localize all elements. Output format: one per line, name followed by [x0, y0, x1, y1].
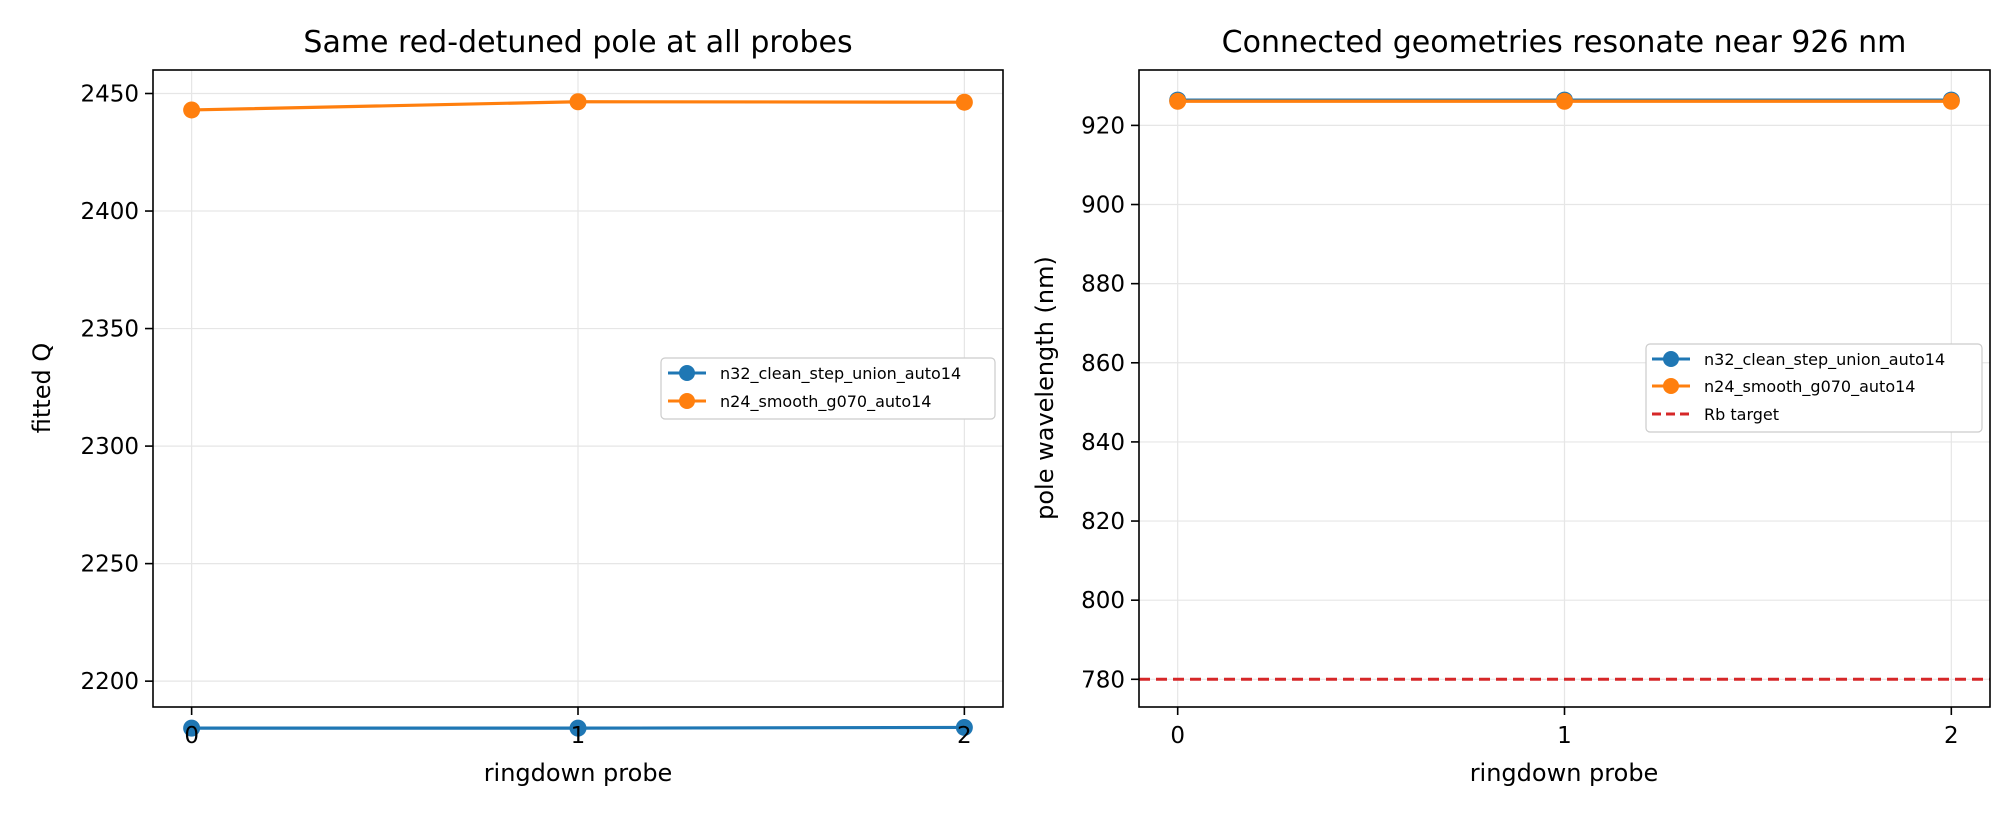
right-legend-label-2: Rb target: [1704, 405, 1779, 424]
left-legend-box: [660, 357, 996, 420]
right-xlabel: ringdown probe: [1470, 759, 1659, 787]
right-xtick-label: 0: [1170, 723, 1185, 749]
right-ytick-label: 840: [1081, 430, 1125, 456]
right-legend-label-0: n32_clean_step_union_auto14: [1704, 350, 1945, 370]
left-legend-entry: n24_smooth_g070_auto14: [668, 392, 931, 412]
right-legend-marker-0: [1663, 351, 1679, 367]
left-ytick-label: 2200: [80, 669, 139, 695]
right-ytick-label: 860: [1081, 351, 1125, 377]
left-legend-label-1: n24_smooth_g070_auto14: [720, 392, 931, 412]
right-series: [1139, 91, 1990, 681]
right-legend-entry: Rb target: [1652, 405, 1779, 424]
left-legend-marker-0: [679, 365, 695, 381]
left-series: [183, 93, 973, 737]
right-legend-entry: n24_smooth_g070_auto14: [1652, 377, 1915, 397]
right-ytick-label: 800: [1081, 588, 1125, 614]
right-legend: n32_clean_step_union_auto14 n24_smooth_g…: [1645, 343, 1983, 433]
right-ytick-label: 820: [1081, 509, 1125, 535]
left-legend-label-0: n32_clean_step_union_auto14: [720, 364, 961, 384]
left-ytick-label: 2250: [80, 552, 139, 578]
left-xtick-label: 0: [184, 723, 199, 749]
left-series-point-1: [569, 93, 587, 111]
left-xtick-label: 1: [571, 723, 586, 749]
right-ytick-label: 900: [1081, 193, 1125, 219]
left-series-point-0: [955, 718, 973, 736]
left-series-point-0: [569, 719, 587, 737]
left-ytick-label: 2350: [80, 317, 139, 343]
right-xtick-label: 2: [1944, 723, 1959, 749]
left-ytick-label: 2300: [80, 434, 139, 460]
right-ytick-label: 920: [1081, 113, 1125, 139]
chart-right: 0 1 2 780 800 820 840 860 880 900 920 Connected ge…: [1031, 25, 1991, 787]
left-title: Same red-detuned pole at all probes: [303, 25, 852, 60]
left-xlabel: ringdown probe: [484, 759, 673, 787]
right-series-point-1: [1169, 92, 1187, 110]
right-legend-box: [1645, 343, 1983, 433]
right-legend-entry: n32_clean_step_union_auto14: [1652, 350, 1945, 370]
right-ylabel: pole wavelength (nm): [1031, 256, 1059, 520]
left-ytick-label: 2400: [80, 199, 139, 225]
right-title: Connected geometries resonate near 926 n…: [1222, 25, 1907, 60]
left-legend-marker-1: [679, 393, 695, 409]
left-legend-entry: n32_clean_step_union_auto14: [668, 364, 961, 384]
right-legend-marker-1: [1663, 378, 1679, 394]
left-series-point-1: [955, 93, 973, 111]
left-ylabel: fitted Q: [28, 343, 56, 433]
right-ytick-label: 780: [1081, 667, 1125, 693]
left-legend: n32_clean_step_union_auto14 n24_smooth_g…: [660, 357, 996, 420]
left-xtick-label: 2: [957, 723, 972, 749]
right-series-point-1: [1942, 92, 1960, 110]
left-series-point-1: [183, 101, 201, 119]
right-xtick-label: 1: [1557, 723, 1572, 749]
left-ytick-label: 2450: [80, 82, 139, 108]
right-legend-label-1: n24_smooth_g070_auto14: [1704, 377, 1915, 397]
right-ticks: 0 1 2 780 800 820 840 860 880 900 920: [1081, 113, 1959, 749]
left-series-point-0: [183, 719, 201, 737]
right-series-point-1: [1556, 92, 1573, 110]
right-ytick-label: 880: [1081, 272, 1125, 298]
chart-left: 0 1 2 2200 2250 2300 2350 2400 2450 Same red-det…: [28, 25, 1004, 787]
left-ticks: 0 1 2 2200 2250 2300 2350 2400 2450: [80, 82, 971, 749]
